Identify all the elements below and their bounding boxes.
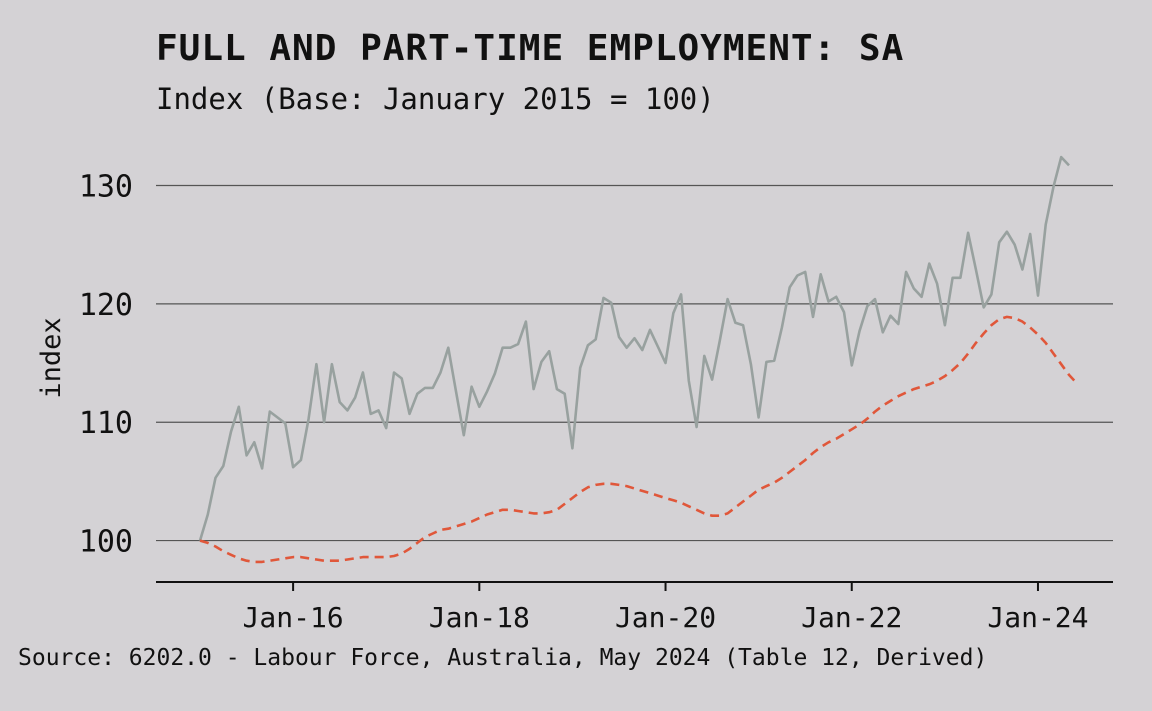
y-axis-label: index — [36, 317, 67, 398]
y-tick-label: 130 — [79, 170, 133, 205]
y-tick-label: 100 — [79, 525, 133, 560]
chart-subtitle: Index (Base: January 2015 = 100) — [156, 82, 715, 116]
series-line-1 — [198, 155, 1070, 541]
y-tick-label: 110 — [79, 406, 133, 441]
source-caption: Source: 6202.0 - Labour Force, Australia… — [18, 645, 988, 671]
x-tick-label: Jan-20 — [615, 601, 716, 634]
x-tick-label: Jan-16 — [243, 601, 344, 634]
x-tick-label: Jan-18 — [429, 601, 530, 634]
y-tick-label: 120 — [79, 288, 133, 323]
series-line-2 — [199, 315, 1078, 564]
x-tick-label: Jan-24 — [987, 601, 1088, 634]
chart-title: FULL AND PART-TIME EMPLOYMENT: SA — [156, 28, 905, 69]
x-tick-label: Jan-22 — [801, 601, 902, 634]
